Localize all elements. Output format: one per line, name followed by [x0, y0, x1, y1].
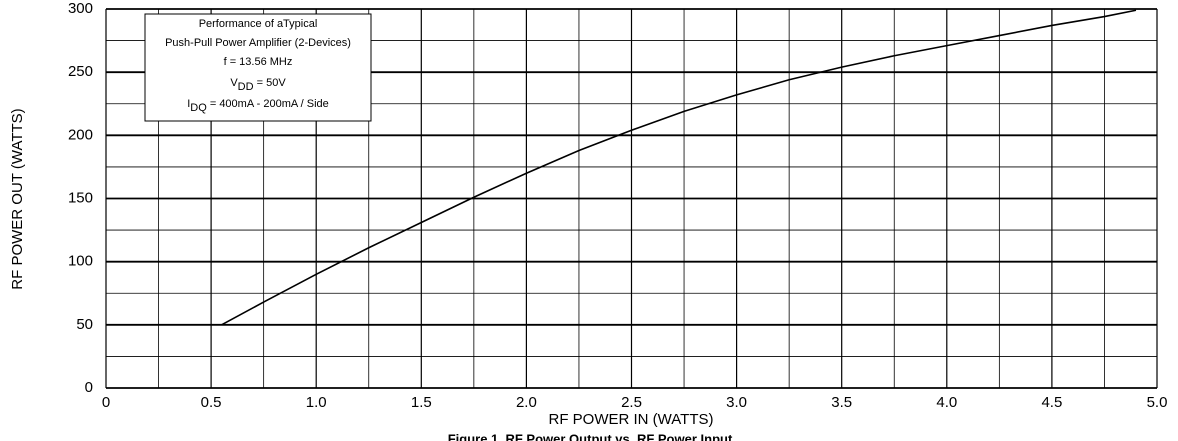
annotation-text: = 50V	[254, 77, 287, 89]
y-tick-label: 150	[68, 189, 93, 206]
x-tick-label: 3.0	[726, 394, 747, 411]
x-tick-label: 0.5	[201, 394, 222, 411]
plot	[221, 9, 1137, 326]
annotation-text: = 400mA - 200mA / Side	[207, 98, 329, 110]
x-tick-label: 3.5	[831, 394, 852, 411]
annotation-line: Push-Pull Power Amplifier (2-Devices)	[165, 37, 351, 49]
x-tick-label: 4.0	[936, 394, 957, 411]
x-tick-label: 5.0	[1147, 394, 1168, 411]
x-tick-label: 0	[102, 394, 110, 411]
y-tick-label: 300	[68, 0, 93, 17]
x-tick-label: 2.5	[621, 394, 642, 411]
y-tick-label: 250	[68, 63, 93, 80]
y-tick-label: 0	[85, 379, 93, 396]
x-tick-label: 4.5	[1041, 394, 1062, 411]
series-line	[221, 9, 1137, 326]
caption: Figure 1. RF Power Output vs. RF Power I…	[448, 431, 733, 441]
annotation-line: Performance of aTypical	[199, 18, 318, 30]
annotation-subscript: DQ	[190, 102, 207, 114]
y-tick-label: 100	[68, 253, 93, 270]
annotation-text: I	[187, 98, 190, 110]
x-tick-label: 1.0	[306, 394, 327, 411]
y-tick-label: 200	[68, 126, 93, 143]
y-tick-label: 50	[76, 316, 93, 333]
annotation-line: f = 13.56 MHz	[224, 56, 293, 68]
annotation-frame	[144, 13, 372, 122]
annotation-line: IDQ = 400mA - 200mA / Side	[187, 98, 329, 114]
x-axis-title: RF POWER IN (WATTS)	[549, 411, 714, 428]
x-tick-label: 1.5	[411, 394, 432, 411]
annotation-subscript: DD	[238, 81, 254, 93]
y-axis-title: RF POWER OUT (WATTS)	[9, 108, 26, 289]
annotation-box: Performance of aTypical Push-Pull Power A…	[144, 13, 372, 122]
annotation-line: VDD = 50V	[230, 77, 286, 93]
x-tick-label: 2.0	[516, 394, 537, 411]
annotation-text: V	[230, 77, 238, 89]
